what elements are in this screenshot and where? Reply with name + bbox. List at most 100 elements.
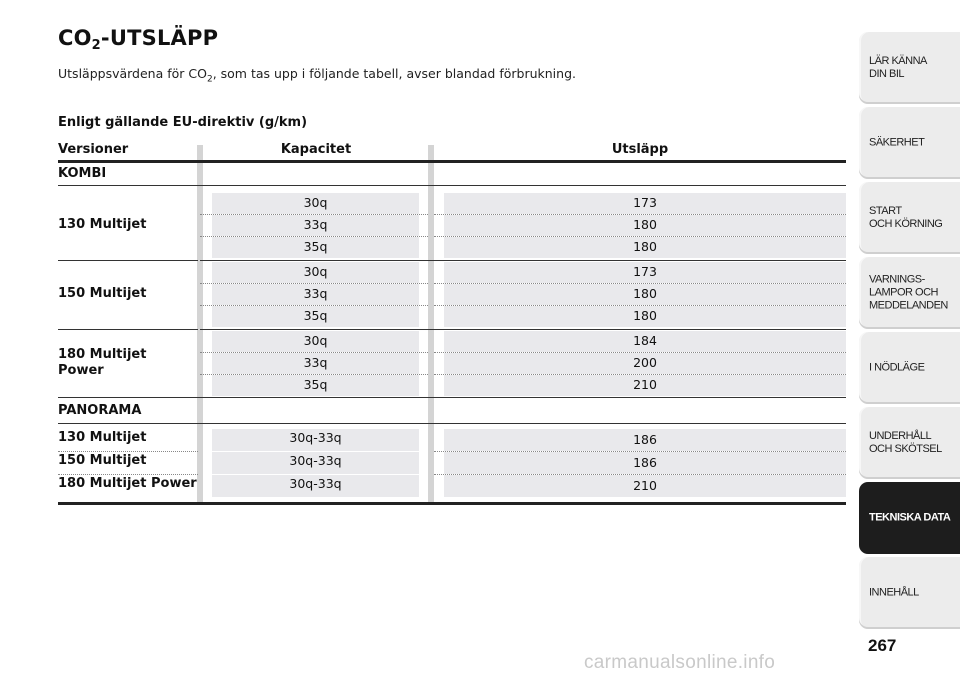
row-divider <box>434 283 846 284</box>
table-bottom-rule <box>58 502 846 505</box>
row-divider <box>200 283 428 284</box>
emissions-cell-bg <box>444 215 846 236</box>
emissions-cell-bg <box>444 306 846 327</box>
capacity-value: 30q-33q <box>289 430 342 445</box>
row-divider <box>58 474 198 475</box>
version-label: 150 Multijet <box>58 453 147 468</box>
version-label: 150 Multijet <box>58 286 147 301</box>
capacity-cell-bg <box>212 353 419 374</box>
group-rule <box>200 260 846 261</box>
capacity-cell-bg <box>212 262 419 283</box>
capacity-cell-bg <box>212 237 419 258</box>
row-divider <box>58 451 198 452</box>
row-divider <box>200 352 428 353</box>
row-divider <box>200 214 428 215</box>
page-number: 267 <box>868 636 897 655</box>
column-separator <box>197 145 203 503</box>
row-divider <box>434 236 846 237</box>
capacity-value: 30q <box>303 333 328 348</box>
emissions-cell-bg <box>444 193 846 214</box>
group-rule <box>58 329 198 330</box>
capacity-cell-bg <box>212 475 419 497</box>
emissions-value: 186 <box>633 432 657 447</box>
page-title: CO2-UTSLÄPP <box>58 26 219 53</box>
chapter-tab[interactable]: VARNINGS- LAMPOR OCH MEDDELANDEN <box>859 257 960 329</box>
row-divider <box>434 214 846 215</box>
group-rule <box>200 329 846 330</box>
version-label: 130 Multijet <box>58 430 147 445</box>
chapter-tab[interactable]: TEKNISKA DATA <box>859 482 960 554</box>
group-rule <box>58 185 846 186</box>
capacity-value: 35q <box>303 239 328 254</box>
capacity-value: 30q <box>303 195 328 210</box>
header-rule <box>58 160 846 163</box>
row-divider <box>200 236 428 237</box>
column-separator <box>428 145 434 503</box>
group-label-panorama: PANORAMA <box>58 403 142 418</box>
version-label: 180 Multijet Power <box>58 476 197 491</box>
capacity-cell-bg <box>212 215 419 236</box>
capacity-value: 35q <box>303 377 328 392</box>
emissions-cell-bg <box>444 353 846 374</box>
chapter-tab-label: I NÖDLÄGE <box>869 361 925 374</box>
chapter-tab[interactable]: START OCH KÖRNING <box>859 182 960 254</box>
chapter-tab-label: START OCH KÖRNING <box>869 205 943 230</box>
row-divider <box>434 352 846 353</box>
capacity-cell-bg <box>212 331 419 352</box>
version-label: 130 Multijet <box>58 217 147 232</box>
capacity-value: 35q <box>303 308 328 323</box>
column-header-versions: Versioner <box>58 142 129 157</box>
emissions-cell-bg <box>444 475 846 497</box>
group-label-kombi: KOMBI <box>58 166 107 181</box>
row-divider <box>200 374 428 375</box>
capacity-value: 30q <box>303 264 328 279</box>
capacity-value: 33q <box>303 355 328 370</box>
emissions-cell-bg <box>444 237 846 258</box>
chapter-tab[interactable]: UNDERHÅLL OCH SKÖTSEL <box>859 407 960 479</box>
emissions-value: 210 <box>633 377 657 392</box>
capacity-cell-bg <box>212 306 419 327</box>
emissions-value: 173 <box>633 195 657 210</box>
capacity-value: 33q <box>303 217 328 232</box>
row-divider <box>434 305 846 306</box>
row-divider <box>434 451 846 452</box>
row-divider <box>434 374 846 375</box>
capacity-cell-bg <box>212 429 419 451</box>
emissions-value: 200 <box>633 355 657 370</box>
column-header-emissions: Utsläpp <box>611 142 669 157</box>
capacity-cell-bg <box>212 452 419 474</box>
chapter-tab[interactable]: INNEHÅLL <box>859 557 960 629</box>
emissions-value: 180 <box>633 286 657 301</box>
watermark: carmanualsonline.info <box>584 652 776 673</box>
emissions-cell-bg <box>444 375 846 396</box>
chapter-tab-label: INNEHÅLL <box>869 586 919 599</box>
row-divider <box>434 474 846 475</box>
capacity-value: 30q-33q <box>289 476 342 491</box>
chapter-tab-label: LÄR KÄNNA DIN BIL <box>869 55 927 80</box>
emissions-value: 186 <box>633 455 657 470</box>
chapter-tab[interactable]: I NÖDLÄGE <box>859 332 960 404</box>
emissions-value: 180 <box>633 217 657 232</box>
chapter-tab-label: VARNINGS- LAMPOR OCH MEDDELANDEN <box>869 273 948 312</box>
capacity-value: 30q-33q <box>289 453 342 468</box>
group-rule <box>58 423 846 424</box>
group-rule <box>58 260 198 261</box>
emissions-cell-bg <box>444 429 846 451</box>
emissions-cell-bg <box>444 284 846 305</box>
chapter-tab-label: TEKNISKA DATA <box>869 511 951 524</box>
table-subtitle: Enligt gällande EU-direktiv (g/km) <box>58 115 308 130</box>
emissions-cell-bg <box>444 262 846 283</box>
emissions-value: 180 <box>633 239 657 254</box>
group-rule <box>58 397 846 398</box>
emissions-cell-bg <box>444 452 846 474</box>
row-divider <box>200 305 428 306</box>
chapter-tab-label: UNDERHÅLL OCH SKÖTSEL <box>869 430 942 455</box>
emissions-value: 173 <box>633 264 657 279</box>
chapter-tab[interactable]: LÄR KÄNNA DIN BIL <box>859 32 960 104</box>
chapter-tab-label: SÄKERHET <box>869 136 925 149</box>
chapter-tab[interactable]: SÄKERHET <box>859 107 960 179</box>
emissions-value: 210 <box>633 478 657 493</box>
capacity-value: 33q <box>303 286 328 301</box>
emissions-cell-bg <box>444 331 846 352</box>
capacity-cell-bg <box>212 284 419 305</box>
